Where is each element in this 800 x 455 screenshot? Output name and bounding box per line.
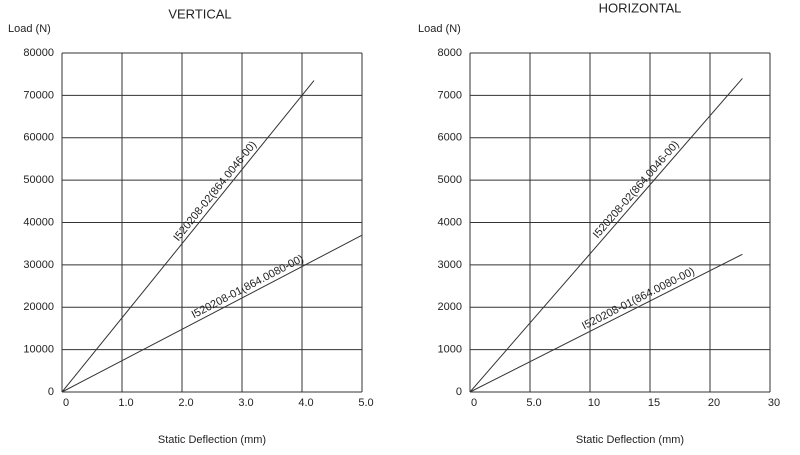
y-tick-label: 5000 (438, 174, 462, 186)
y-tick-label: 2000 (438, 301, 462, 313)
x-tick-label: 5.0 (526, 397, 541, 409)
x-tick-label: 15 (648, 397, 660, 409)
y-tick-label: 0 (48, 386, 54, 398)
y-tick-label: 1000 (438, 344, 462, 356)
x-tick-label: 30 (768, 397, 780, 409)
series-label: I520208-01(864.0080-00) (580, 265, 697, 332)
series-label: I520208-01(864.0080-00) (190, 253, 306, 321)
series-line (61, 80, 315, 393)
x-tick-label: 0 (63, 397, 69, 409)
y-axis-label: Load (N) (8, 23, 51, 35)
x-tick-label: 5.0 (358, 397, 373, 409)
y-tick-label: 3000 (438, 259, 462, 271)
x-axis-label: Static Deflection (mm) (158, 434, 266, 446)
y-tick-label: 60000 (23, 132, 54, 144)
y-tick-label: 50000 (23, 174, 54, 186)
y-tick-label: 10000 (23, 344, 54, 356)
y-axis-label: Load (N) (418, 23, 461, 35)
y-tick-label: 40000 (23, 216, 54, 228)
chart-title: HORIZONTAL (599, 0, 682, 15)
y-tick-label: 80000 (23, 47, 54, 59)
y-tick-label: 4000 (438, 216, 462, 228)
chart-title: VERTICAL (168, 6, 231, 21)
x-tick-label: 3.0 (238, 397, 253, 409)
x-tick-label: 20 (708, 397, 720, 409)
x-tick-label: 1.0 (118, 397, 133, 409)
y-tick-label: 6000 (438, 132, 462, 144)
y-tick-label: 7000 (438, 89, 462, 101)
series-line (469, 78, 743, 393)
series-line (61, 234, 363, 393)
series-label: I520208-02(864.0046-00) (591, 139, 682, 241)
series-line (469, 253, 743, 393)
series-label: I520208-02(864.0046-00) (171, 139, 259, 244)
y-tick-label: 30000 (23, 259, 54, 271)
y-tick-label: 8000 (438, 47, 462, 59)
y-tick-label: 20000 (23, 301, 54, 313)
x-tick-label: 2.0 (178, 397, 193, 409)
x-tick-label: 4.0 (298, 397, 313, 409)
x-axis-label: Static Deflection (mm) (576, 434, 684, 446)
x-tick-label: 0 (471, 397, 477, 409)
y-tick-label: 0 (456, 386, 462, 398)
y-tick-label: 70000 (23, 89, 54, 101)
x-tick-label: 10 (588, 397, 600, 409)
